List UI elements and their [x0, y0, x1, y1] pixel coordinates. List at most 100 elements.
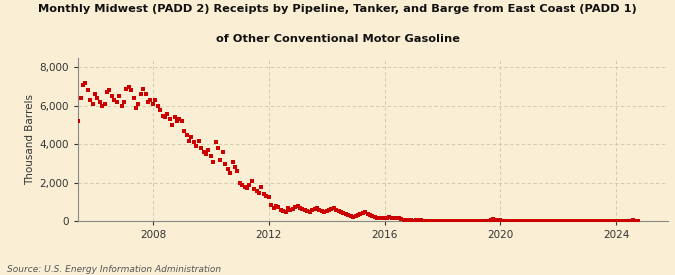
Point [481, 219, 491, 224]
Point [628, 218, 639, 223]
Point [297, 207, 308, 211]
Point [256, 185, 267, 189]
Y-axis label: Thousand Barrels: Thousand Barrels [25, 94, 35, 185]
Point [126, 88, 136, 93]
Point [611, 219, 622, 224]
Point [461, 219, 472, 223]
Point [497, 218, 508, 223]
Point [208, 160, 219, 164]
Point [420, 219, 431, 223]
Point [630, 218, 641, 223]
Point [473, 219, 484, 223]
Point [159, 115, 170, 120]
Point [548, 219, 559, 224]
Point [266, 203, 277, 207]
Point [524, 219, 535, 224]
Point [95, 100, 105, 104]
Point [478, 219, 489, 223]
Point [215, 158, 226, 162]
Point [468, 219, 479, 223]
Point [502, 219, 513, 223]
Point [505, 219, 516, 223]
Point [246, 179, 257, 183]
Point [529, 219, 539, 224]
Point [394, 216, 404, 221]
Point [75, 96, 86, 100]
Point [435, 219, 446, 223]
Point [606, 219, 617, 224]
Point [389, 216, 400, 221]
Point [87, 102, 98, 106]
Point [616, 219, 626, 224]
Point [268, 206, 279, 210]
Point [413, 218, 424, 222]
Point [278, 208, 289, 213]
Point [217, 150, 228, 154]
Point [442, 219, 453, 223]
Point [121, 86, 132, 91]
Point [556, 219, 566, 224]
Point [340, 211, 351, 216]
Point [512, 219, 522, 223]
Point [536, 219, 547, 224]
Point [205, 154, 216, 158]
Point [73, 119, 84, 123]
Point [182, 133, 192, 137]
Point [632, 219, 643, 223]
Point [85, 98, 96, 102]
Point [594, 219, 605, 224]
Point [423, 219, 433, 223]
Point [427, 218, 438, 223]
Point [558, 219, 568, 224]
Point [493, 218, 504, 222]
Point [601, 219, 612, 224]
Point [111, 100, 122, 104]
Point [514, 219, 525, 223]
Point [119, 100, 130, 104]
Point [490, 218, 501, 222]
Point [589, 219, 600, 224]
Point [396, 217, 407, 222]
Point [82, 88, 93, 93]
Point [620, 219, 631, 224]
Point [449, 219, 460, 223]
Point [357, 211, 368, 215]
Point [280, 210, 291, 214]
Point [155, 108, 165, 112]
Point [145, 98, 156, 102]
Point [109, 98, 119, 102]
Point [323, 208, 334, 212]
Point [193, 138, 204, 143]
Point [225, 171, 236, 175]
Point [591, 219, 602, 224]
Point [131, 106, 142, 110]
Point [519, 219, 530, 224]
Point [213, 146, 223, 150]
Point [165, 117, 176, 122]
Point [403, 218, 414, 222]
Point [384, 215, 395, 219]
Point [90, 92, 101, 97]
Point [188, 140, 199, 145]
Point [68, 100, 79, 104]
Point [290, 205, 300, 209]
Point [244, 183, 254, 187]
Point [584, 219, 595, 224]
Point [476, 219, 487, 223]
Point [186, 134, 197, 139]
Point [623, 219, 634, 224]
Point [338, 211, 349, 215]
Point [410, 218, 421, 223]
Point [618, 219, 629, 224]
Point [550, 219, 561, 224]
Point [587, 219, 597, 224]
Point [288, 207, 298, 211]
Point [401, 218, 412, 222]
Point [539, 219, 549, 224]
Point [78, 82, 88, 87]
Point [198, 150, 209, 154]
Point [300, 208, 310, 212]
Point [150, 98, 161, 102]
Point [452, 219, 462, 223]
Point [343, 212, 354, 217]
